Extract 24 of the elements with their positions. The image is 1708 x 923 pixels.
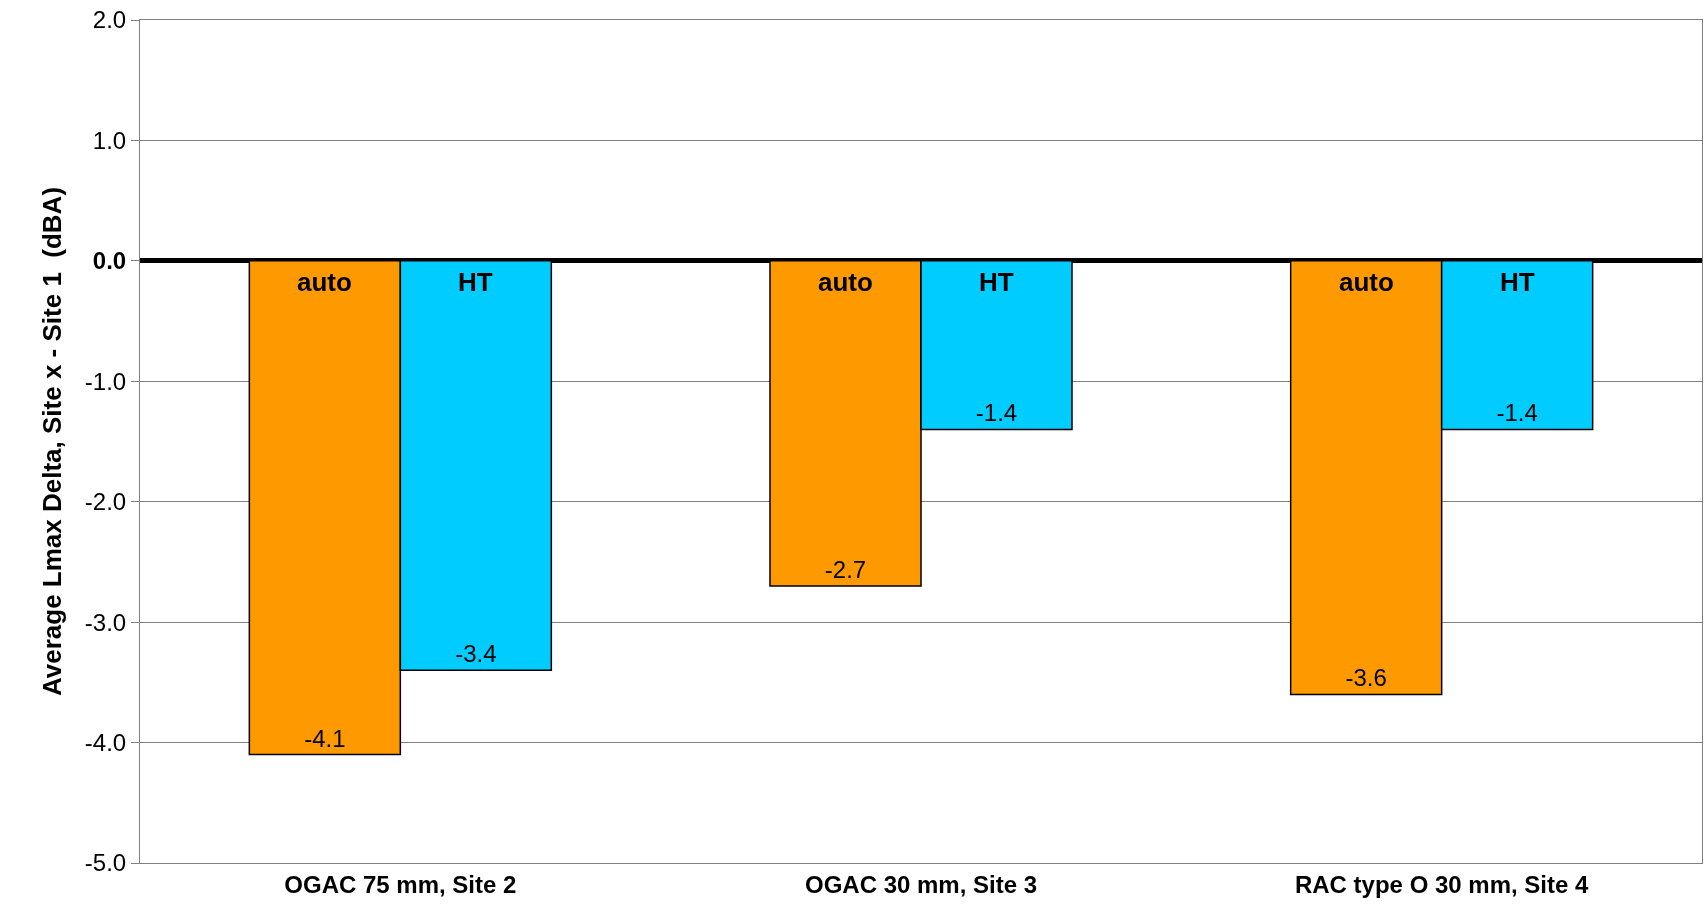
y-axis-title: Average Lmax Delta, Site x - Site 1 (dBA) (37, 186, 68, 697)
text: HT (979, 267, 1014, 297)
series-label: auto (297, 267, 352, 297)
data-label: -4.1 (304, 724, 346, 752)
y-tick-label: -4.0 (84, 728, 127, 756)
data-label: -3.6 (1345, 664, 1387, 692)
y-tick-label: -2.0 (84, 488, 127, 516)
series-label: HT (458, 267, 493, 297)
data-label: -3.4 (455, 640, 497, 668)
x-tick-label: OGAC 75 mm, Site 2 (284, 870, 517, 898)
y-tick-label: -3.0 (84, 608, 127, 636)
y-tick-label: 1.0 (92, 126, 127, 154)
data-label: -1.4 (1496, 399, 1538, 427)
y-tick-label: -5.0 (84, 849, 127, 877)
text: auto (1339, 267, 1394, 297)
x-tick-label: RAC type O 30 mm, Site 4 (1294, 870, 1590, 898)
data-label: -2.7 (824, 556, 867, 584)
x-tick-label: OGAC 30 mm, Site 3 (804, 870, 1038, 898)
text: HT (1500, 267, 1535, 297)
y-tick-label: 2.0 (92, 6, 127, 34)
text: auto (818, 267, 873, 297)
y-tick-label: -1.0 (84, 367, 127, 395)
y-tick-label: 0.0 (92, 247, 127, 275)
data-label: -1.4 (975, 399, 1018, 427)
